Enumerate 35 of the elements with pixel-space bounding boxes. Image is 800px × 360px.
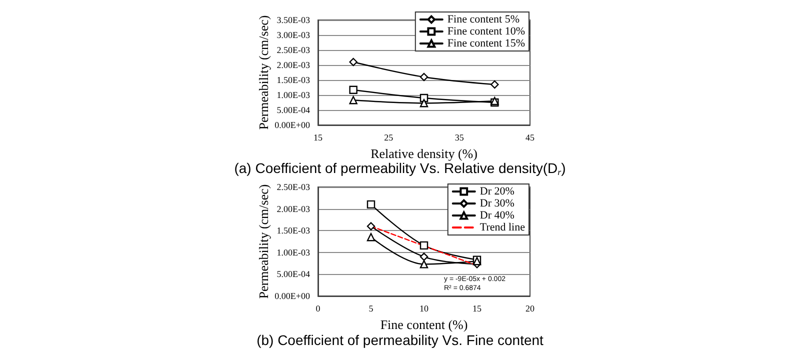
y-tick-label: 1.00E-03 <box>276 90 310 100</box>
y-tick-label: 5.00E-04 <box>276 105 310 115</box>
y-tick-label: 3.00E-03 <box>276 30 310 40</box>
x-axis-title: Fine content (%) <box>380 316 468 332</box>
y-axis-title: Permeability (cm/sec) <box>256 184 271 299</box>
legend-label: Dr 20% <box>480 186 514 198</box>
y-tick-label: 3.50E-03 <box>276 15 310 25</box>
y-tick-label: 1.50E-03 <box>276 75 310 85</box>
y-tick-label: 2.50E-03 <box>276 45 310 55</box>
x-axis-title: Relative density (%) <box>370 146 478 161</box>
legend-label: Dr 30% <box>480 198 514 210</box>
x-tick-label: 15 <box>314 132 323 142</box>
y-tick-label: 1.00E-03 <box>276 247 310 258</box>
legend-label: Fine content 10% <box>447 26 526 38</box>
y-axis-title: Permeability (cm/sec) <box>256 15 271 130</box>
x-tick-label: 5 <box>368 304 374 314</box>
x-tick-label: 0 <box>316 304 321 314</box>
x-tick-label: 45 <box>526 132 535 142</box>
y-tick-label: 1.50E-03 <box>276 226 310 236</box>
y-tick-label: 2.50E-03 <box>276 182 310 192</box>
legend-label: Trend line <box>480 222 526 234</box>
legend-label: Fine content 5% <box>447 14 520 26</box>
text: (b) Coefficient of permeability Vs. Fine content <box>256 332 544 348</box>
x-tick-label: 15 <box>472 304 482 314</box>
x-tick-label: 25 <box>384 132 394 142</box>
x-tick-label: 10 <box>420 304 429 314</box>
y-tick-label: 5.00E-04 <box>276 269 310 280</box>
x-tick-label: 20 <box>526 304 535 314</box>
x-tick-label: 35 <box>454 132 464 142</box>
legend-label: Dr 40% <box>480 210 514 222</box>
legend-label: Fine content 15% <box>447 38 526 50</box>
y-tick-label: 2.00E-03 <box>276 204 310 214</box>
y-tick-label: 0.00E+00 <box>274 120 310 130</box>
y-tick-label: 0.00E+00 <box>274 291 310 301</box>
y-tick-label: 2.00E-03 <box>276 60 310 70</box>
